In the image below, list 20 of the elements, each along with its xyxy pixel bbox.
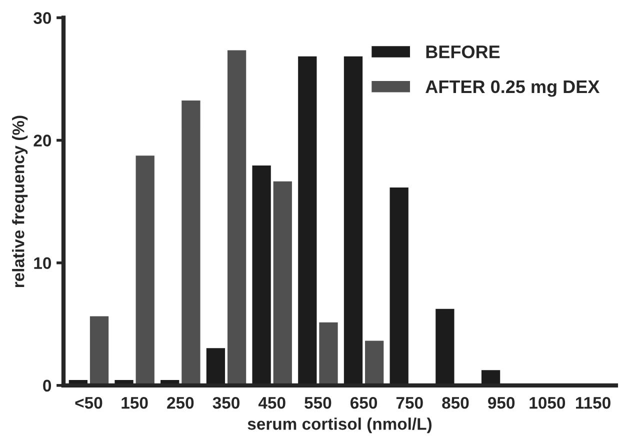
x-tick-label: 250 <box>167 396 194 409</box>
legend-label: BEFORE <box>426 45 500 58</box>
x-tick-label: 1050 <box>530 396 566 409</box>
x-tick-label: <50 <box>75 396 102 409</box>
x-axis-title: serum cortisol (nmol/L) <box>248 418 432 434</box>
y-tick-label: 20 <box>34 134 52 146</box>
x-tick-label: 750 <box>396 396 423 409</box>
x-tick-label: 350 <box>212 396 240 409</box>
y-tick-label: 10 <box>34 257 52 270</box>
x-tick-label: 450 <box>258 396 286 409</box>
y-tick-label: 30 <box>34 12 52 24</box>
x-tick-label: 650 <box>350 396 378 409</box>
y-axis-title: relative frequency (%) <box>12 116 28 288</box>
x-tick-label: 150 <box>122 396 148 409</box>
y-tick-label: 0 <box>43 380 52 392</box>
x-tick-label: 550 <box>304 396 332 409</box>
x-tick-label: 850 <box>442 396 469 409</box>
legend-label: AFTER 0.25 mg DEX <box>426 80 600 97</box>
x-tick-label: 950 <box>488 396 515 409</box>
x-tick-label: 1150 <box>576 396 610 409</box>
